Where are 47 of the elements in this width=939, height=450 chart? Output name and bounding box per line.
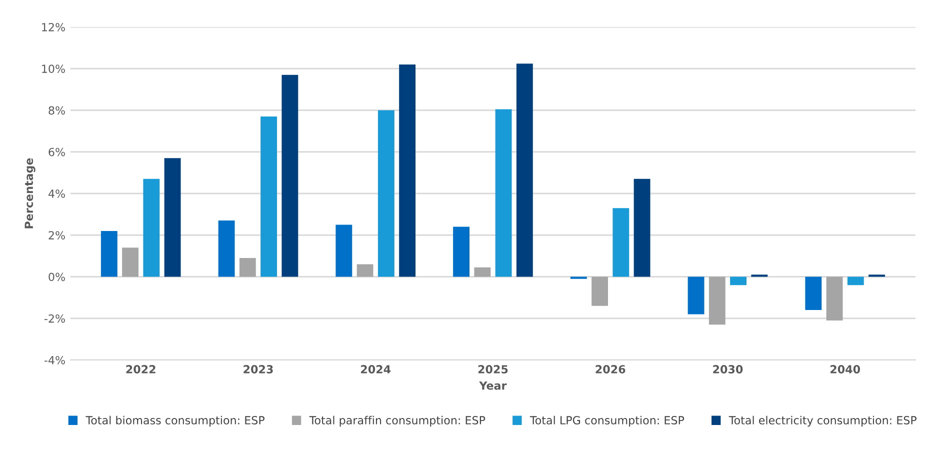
bar — [495, 109, 512, 277]
x-tick-label: 2025 — [478, 365, 508, 374]
bar — [356, 264, 374, 277]
x-tick-label: 2024 — [361, 365, 391, 374]
bar — [688, 276, 704, 314]
bar — [399, 64, 416, 277]
bar — [336, 224, 352, 277]
x-tick-label: 2023 — [244, 365, 273, 374]
y-axis-title: Percentage — [24, 158, 36, 228]
bar — [122, 248, 138, 277]
bar — [708, 276, 726, 325]
bar — [516, 64, 533, 277]
x-tick-label: 2026 — [596, 365, 626, 374]
bar — [474, 267, 491, 277]
legend-label: Total electricity consumption: ESP — [728, 416, 917, 427]
bar — [453, 226, 470, 277]
bar — [805, 276, 822, 310]
x-tick-label: 2030 — [713, 365, 743, 374]
y-tick-label: -4% — [44, 356, 65, 364]
bar — [826, 276, 843, 320]
y-tick-label: 4% — [48, 189, 65, 198]
x-tick-label: 2022 — [126, 365, 156, 374]
y-tick-label: 6% — [48, 148, 65, 156]
bar — [378, 110, 394, 277]
bar — [634, 178, 650, 277]
x-tick-label: 2040 — [830, 365, 860, 374]
y-tick-label: 12% — [42, 22, 65, 32]
bar — [100, 230, 118, 277]
y-tick-label: -2% — [44, 314, 65, 323]
x-axis-title: Year — [479, 382, 507, 390]
y-tick-label: 8% — [48, 106, 65, 115]
legend-label: Total biomass consumption: ESP — [86, 416, 264, 427]
y-tick-label: 10% — [42, 64, 65, 74]
legend-label: Total LPG consumption: ESP — [530, 416, 684, 427]
bar — [164, 158, 181, 277]
legend-label: Total paraffin consumption: ESP — [309, 416, 486, 427]
bar — [612, 208, 630, 277]
bar — [239, 258, 256, 277]
y-tick-label: 2% — [48, 231, 65, 240]
bar — [218, 220, 235, 277]
bar — [143, 178, 160, 277]
bar — [282, 74, 298, 277]
y-tick-label: 0% — [48, 272, 65, 282]
bar — [730, 276, 747, 286]
bar — [847, 276, 864, 286]
bar — [592, 276, 608, 306]
bar — [260, 116, 278, 277]
